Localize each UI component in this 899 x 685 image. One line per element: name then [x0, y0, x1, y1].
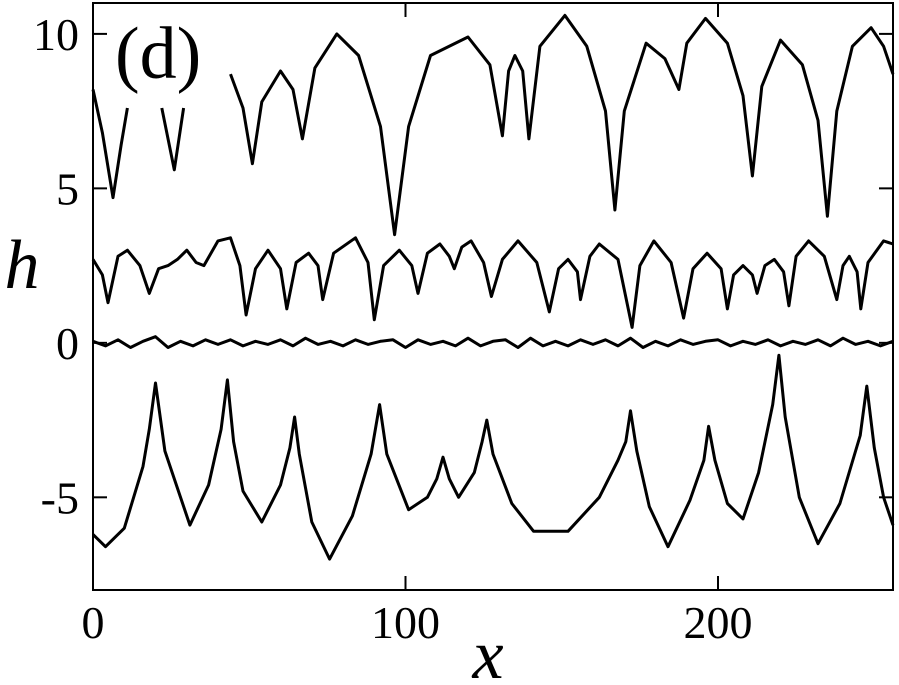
- y-tick-label: 5: [56, 163, 79, 214]
- x-tick-label: 0: [82, 597, 105, 648]
- series-line: [91, 13, 895, 237]
- y-tick-label: 0: [56, 318, 79, 369]
- y-tick-label: 10: [33, 9, 79, 60]
- x-tick-label: 100: [371, 597, 440, 648]
- x-tick-label: 200: [684, 597, 753, 648]
- series-line: [92, 335, 894, 349]
- plot-frame: [92, 2, 894, 591]
- x-axis-label: x: [471, 617, 503, 685]
- y-axis-label: h: [5, 227, 40, 304]
- y-tick-label: -5: [41, 472, 79, 523]
- panel-label: (d): [115, 13, 201, 95]
- series-line: [91, 353, 895, 561]
- series-line: [91, 236, 894, 329]
